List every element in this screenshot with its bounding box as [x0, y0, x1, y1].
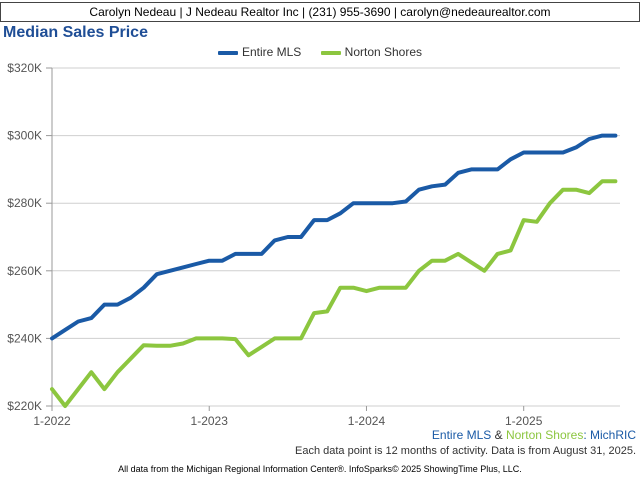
- x-tick-label: 1-2024: [348, 414, 386, 428]
- source-suffix: : MichRIC: [583, 428, 636, 442]
- copyright-notice: All data from the Michigan Regional Info…: [118, 464, 522, 474]
- x-tick-label: 1-2022: [33, 414, 71, 428]
- series-line-entire-mls[interactable]: [50, 133, 618, 341]
- y-tick-label: $320K: [7, 61, 42, 75]
- y-tick-label: $260K: [7, 264, 42, 278]
- x-tick-label: 1-2025: [505, 414, 543, 428]
- legend-label-entire-mls: Entire MLS: [241, 45, 302, 59]
- data-note: Each data point is 12 months of activity…: [295, 445, 636, 457]
- agent-contact-text: Carolyn Nedeau | J Nedeau Realtor Inc | …: [89, 5, 551, 19]
- legend-item-entire-mls[interactable]: Entire MLS: [217, 45, 302, 59]
- source-entire-mls: Entire MLS: [431, 428, 492, 442]
- y-tick-label: $240K: [7, 331, 42, 345]
- legend-item-norton-shores[interactable]: Norton Shores: [320, 45, 423, 59]
- x-tick-label: 1-2023: [191, 414, 229, 428]
- grid-layer: [52, 67, 620, 407]
- y-tick-label: $300K: [7, 129, 42, 143]
- series-layer: [50, 133, 618, 408]
- source-norton-shores: Norton Shores: [505, 428, 584, 442]
- y-tick-label: $220K: [7, 399, 42, 413]
- chart-legend: Entire MLS Norton Shores: [0, 45, 640, 59]
- legend-swatch-entire-mls: [217, 50, 238, 55]
- source-amp: &: [491, 428, 506, 442]
- series-line-norton-shores[interactable]: [50, 179, 618, 408]
- axis-layer: $220K $240K $260K $280K $300K $320K 1-2022 1-20…: [7, 61, 542, 428]
- chart-title: Median Sales Price: [3, 24, 148, 41]
- y-tick-label: $280K: [7, 196, 42, 210]
- legend-label-norton-shores: Norton Shores: [344, 45, 423, 59]
- agent-contact-banner: Carolyn Nedeau | J Nedeau Realtor Inc | …: [0, 2, 640, 22]
- data-source-label: Entire MLS & Norton Shores: MichRIC: [432, 428, 636, 442]
- legend-swatch-norton-shores: [320, 50, 341, 55]
